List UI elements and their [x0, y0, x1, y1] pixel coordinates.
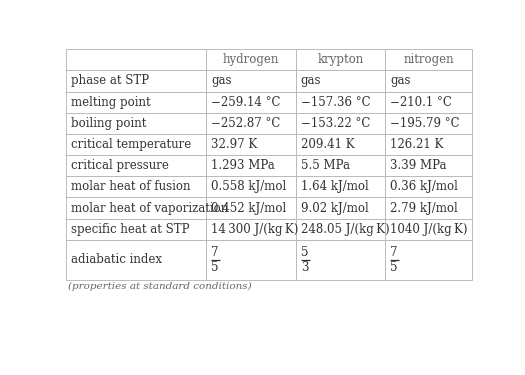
Bar — [385, 155, 472, 176]
Bar — [66, 49, 206, 70]
Bar — [206, 92, 296, 113]
Text: 9.02 kJ/mol: 9.02 kJ/mol — [301, 201, 369, 214]
Text: 14 300 J/(kg K): 14 300 J/(kg K) — [211, 223, 299, 236]
Bar — [385, 219, 472, 240]
Bar — [385, 92, 472, 113]
Bar — [66, 92, 206, 113]
Bar — [66, 219, 206, 240]
Bar — [206, 49, 296, 70]
Text: 5: 5 — [390, 261, 398, 273]
Bar — [385, 198, 472, 219]
Text: 7: 7 — [390, 246, 398, 259]
Text: −210.1 °C: −210.1 °C — [390, 96, 452, 109]
Text: 5: 5 — [211, 261, 219, 273]
Text: krypton: krypton — [317, 53, 363, 66]
Text: 7: 7 — [211, 246, 219, 259]
Text: melting point: melting point — [71, 96, 151, 109]
Text: boiling point: boiling point — [71, 117, 146, 130]
Bar — [296, 134, 385, 155]
Text: 0.452 kJ/mol: 0.452 kJ/mol — [211, 201, 287, 214]
Bar — [66, 176, 206, 198]
Text: 5.5 MPa: 5.5 MPa — [301, 159, 350, 172]
Bar — [385, 134, 472, 155]
Text: 5: 5 — [301, 246, 308, 259]
Text: gas: gas — [301, 75, 321, 87]
Text: 0.36 kJ/mol: 0.36 kJ/mol — [390, 180, 458, 194]
Text: molar heat of vaporization: molar heat of vaporization — [71, 201, 228, 214]
Text: 3.39 MPa: 3.39 MPa — [390, 159, 447, 172]
Bar — [206, 219, 296, 240]
Text: gas: gas — [390, 75, 411, 87]
Text: −259.14 °C: −259.14 °C — [211, 96, 281, 109]
Bar — [206, 155, 296, 176]
Bar — [206, 176, 296, 198]
Text: molar heat of fusion: molar heat of fusion — [71, 180, 191, 194]
Bar — [206, 198, 296, 219]
Bar — [66, 113, 206, 134]
Bar — [385, 240, 472, 280]
Text: −252.87 °C: −252.87 °C — [211, 117, 281, 130]
Text: hydrogen: hydrogen — [223, 53, 279, 66]
Bar — [296, 155, 385, 176]
Bar — [385, 176, 472, 198]
Text: 1040 J/(kg K): 1040 J/(kg K) — [390, 223, 468, 236]
Bar — [296, 176, 385, 198]
Text: 209.41 K: 209.41 K — [301, 138, 354, 151]
Text: adiabatic index: adiabatic index — [71, 254, 162, 266]
Bar — [385, 49, 472, 70]
Text: specific heat at STP: specific heat at STP — [71, 223, 190, 236]
Bar — [66, 240, 206, 280]
Bar — [296, 49, 385, 70]
Text: critical temperature: critical temperature — [71, 138, 191, 151]
Text: gas: gas — [211, 75, 232, 87]
Bar — [206, 70, 296, 92]
Text: 32.97 K: 32.97 K — [211, 138, 258, 151]
Bar — [296, 92, 385, 113]
Bar — [206, 134, 296, 155]
Bar — [385, 70, 472, 92]
Text: critical pressure: critical pressure — [71, 159, 169, 172]
Bar — [296, 113, 385, 134]
Bar — [385, 113, 472, 134]
Text: 3: 3 — [301, 261, 308, 273]
Bar — [66, 155, 206, 176]
Bar — [296, 70, 385, 92]
Bar — [206, 240, 296, 280]
Bar — [66, 134, 206, 155]
Text: 0.558 kJ/mol: 0.558 kJ/mol — [211, 180, 287, 194]
Text: 248.05 J/(kg K): 248.05 J/(kg K) — [301, 223, 390, 236]
Text: 2.79 kJ/mol: 2.79 kJ/mol — [390, 201, 458, 214]
Text: 1.64 kJ/mol: 1.64 kJ/mol — [301, 180, 369, 194]
Bar — [66, 70, 206, 92]
Bar — [296, 240, 385, 280]
Text: 1.293 MPa: 1.293 MPa — [211, 159, 275, 172]
Bar — [206, 113, 296, 134]
Bar — [296, 219, 385, 240]
Text: −153.22 °C: −153.22 °C — [301, 117, 370, 130]
Text: phase at STP: phase at STP — [71, 75, 149, 87]
Bar — [66, 198, 206, 219]
Text: nitrogen: nitrogen — [403, 53, 454, 66]
Text: −195.79 °C: −195.79 °C — [390, 117, 460, 130]
Bar — [296, 198, 385, 219]
Text: −157.36 °C: −157.36 °C — [301, 96, 371, 109]
Text: 126.21 K: 126.21 K — [390, 138, 444, 151]
Text: (properties at standard conditions): (properties at standard conditions) — [68, 282, 251, 291]
